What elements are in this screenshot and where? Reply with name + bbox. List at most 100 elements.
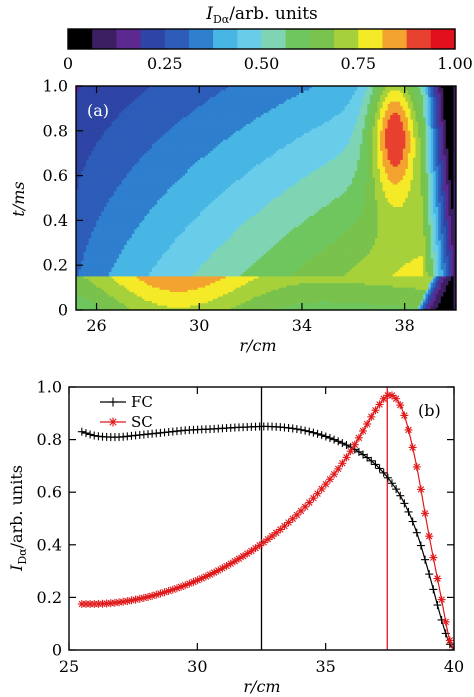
heatmap-cell xyxy=(357,99,361,103)
heatmap-cell xyxy=(298,117,302,121)
heatmap-cell xyxy=(184,117,188,121)
heatmap-cell xyxy=(374,121,378,125)
heatmap-cell xyxy=(278,119,282,123)
heatmap-cell xyxy=(154,90,158,94)
heatmap-cell xyxy=(106,108,110,112)
heatmap-cell xyxy=(314,88,318,91)
heatmap-cell xyxy=(103,115,107,118)
heatmap-cell xyxy=(240,117,244,121)
heatmap-cell xyxy=(326,119,330,123)
heatmap-cell xyxy=(306,128,310,132)
heatmap-cell xyxy=(83,159,87,163)
heatmap-cell xyxy=(319,155,323,159)
heatmap-cell xyxy=(286,112,290,116)
heatmap-cell xyxy=(228,121,232,125)
heatmap-cell xyxy=(418,94,422,98)
heatmap-cell xyxy=(91,110,95,114)
heatmap-cell xyxy=(410,137,414,141)
heatmap-cell xyxy=(220,117,224,121)
heatmap-cell xyxy=(288,133,292,136)
heatmap-cell xyxy=(336,139,340,143)
heatmap-cell xyxy=(235,124,239,127)
heatmap-cell xyxy=(357,150,361,154)
heatmap-cell xyxy=(321,153,325,156)
heatmap-cell xyxy=(215,142,219,145)
heatmap-cell xyxy=(402,153,406,156)
heatmap-cell xyxy=(167,144,171,147)
heatmap-cell xyxy=(357,108,361,112)
heatmap-cell xyxy=(440,103,444,107)
heatmap-cell xyxy=(238,112,242,116)
heatmap-cell xyxy=(286,142,290,145)
heatmap-cell xyxy=(248,124,252,127)
heatmap-cell xyxy=(263,110,267,114)
heatmap-cell xyxy=(418,86,422,89)
heatmap-cell xyxy=(121,101,125,105)
heatmap-cell xyxy=(121,133,125,136)
heatmap-cell xyxy=(430,86,434,89)
heatmap-cell xyxy=(149,110,153,114)
heatmap-cell xyxy=(433,88,437,91)
heatmap-cell xyxy=(182,157,186,161)
heatmap-cell xyxy=(253,126,257,130)
heatmap-cell xyxy=(172,112,176,116)
heatmap-cell xyxy=(172,153,176,156)
heatmap-cell xyxy=(309,90,313,94)
heatmap-cell xyxy=(169,155,173,159)
heatmap-cell xyxy=(268,124,272,127)
heatmap-cell xyxy=(210,106,214,109)
heatmap-cell xyxy=(96,92,100,96)
heatmap-cell xyxy=(195,128,199,132)
heatmap-cell xyxy=(184,135,188,139)
heatmap-cell xyxy=(126,153,130,156)
heatmap-cell xyxy=(207,117,211,121)
heatmap-cell xyxy=(357,110,361,114)
heatmap-cell xyxy=(288,124,292,127)
heatmap-cell xyxy=(164,133,168,136)
heatmap-cell xyxy=(435,142,439,145)
heatmap-cell xyxy=(380,139,384,143)
heatmap-cell xyxy=(392,150,396,154)
heatmap-cell xyxy=(81,86,85,89)
heatmap-cell xyxy=(344,99,348,103)
heatmap-cell xyxy=(121,112,125,116)
heatmap-cell xyxy=(240,146,244,150)
heatmap-cell xyxy=(174,108,178,112)
heatmap-cell xyxy=(331,117,335,121)
heatmap-cell xyxy=(425,92,429,96)
heatmap-cell xyxy=(187,124,191,127)
heatmap-cell xyxy=(316,126,320,130)
heatmap-cell xyxy=(357,119,361,123)
heatmap-cell xyxy=(298,146,302,150)
heatmap-cell xyxy=(271,88,275,91)
heatmap-cell xyxy=(309,108,313,112)
heatmap-cell xyxy=(217,153,221,156)
heatmap-cell xyxy=(435,148,439,152)
heatmap-cell xyxy=(184,139,188,143)
heatmap-cell xyxy=(167,146,171,150)
heatmap-cell xyxy=(162,106,166,109)
heatmap-cell xyxy=(321,150,325,154)
heatmap-cell xyxy=(352,135,356,139)
heatmap-cell xyxy=(405,155,409,159)
heatmap-cell xyxy=(233,90,237,94)
heatmap-cell xyxy=(250,90,254,94)
heatmap-cell xyxy=(167,133,171,136)
heatmap-cell xyxy=(103,148,107,152)
heatmap-cell xyxy=(225,99,229,103)
heatmap-cell xyxy=(228,97,232,100)
heatmap-cell xyxy=(260,121,264,125)
heatmap-cell xyxy=(448,128,452,132)
heatmap-cell xyxy=(225,90,229,94)
heatmap-cell xyxy=(88,150,92,154)
heatmap-cell xyxy=(276,150,280,154)
heatmap-cell xyxy=(266,146,270,150)
heatmap-cell xyxy=(195,103,199,107)
heatmap-cell xyxy=(263,90,267,94)
heatmap-cell xyxy=(362,119,366,123)
heatmap-cell xyxy=(407,144,411,147)
heatmap-cell xyxy=(106,124,110,127)
heatmap-cell xyxy=(382,108,386,112)
heatmap-cell xyxy=(154,124,158,127)
heatmap-cell xyxy=(450,108,454,112)
